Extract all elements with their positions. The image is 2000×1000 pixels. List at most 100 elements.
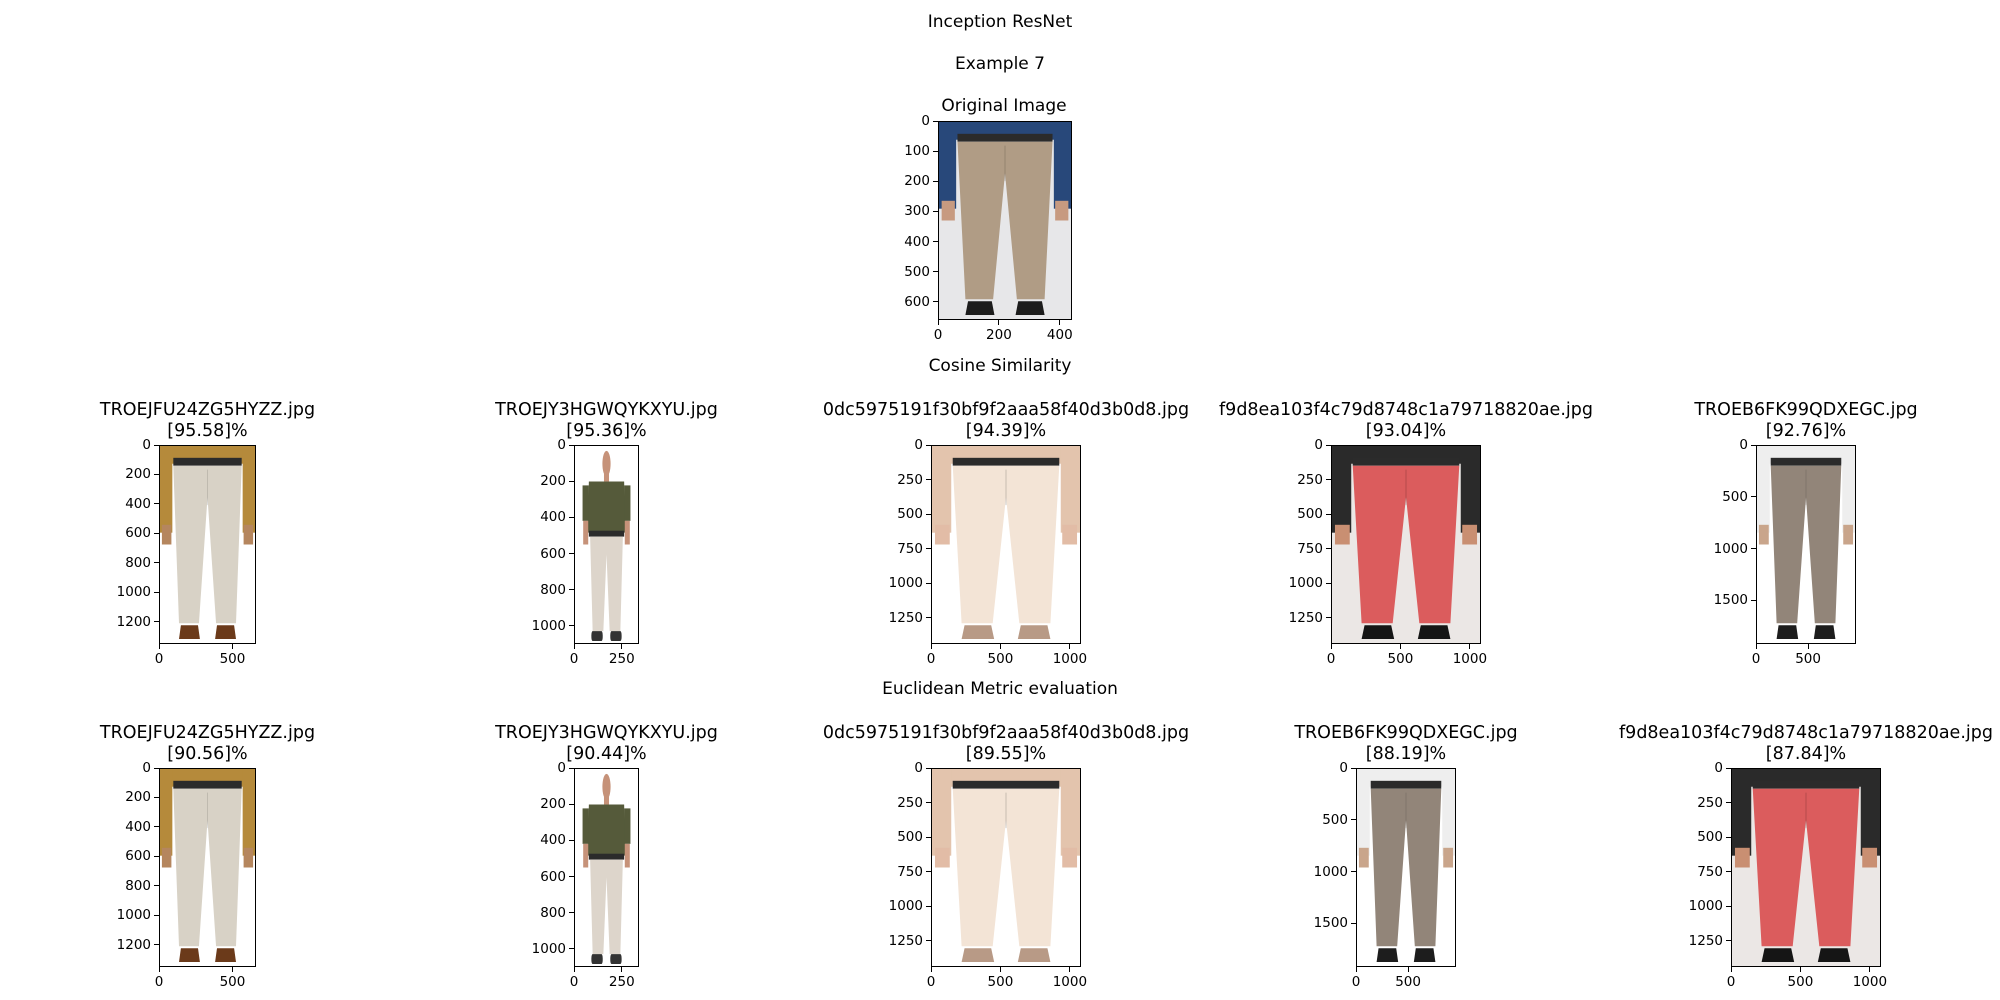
x-tick-label: 500 [219, 651, 246, 667]
y-tick-label: 250 [1697, 794, 1723, 811]
y-tick [569, 876, 574, 878]
y-tick-label: 0 [914, 760, 923, 776]
x-tick-label: 400 [1046, 327, 1073, 343]
y-tick-label: 400 [125, 495, 151, 512]
panel-score: [95.36]% [566, 421, 647, 441]
product-photo [1332, 446, 1480, 643]
x-tick [1755, 644, 1757, 649]
y-tick-label: 0 [142, 760, 151, 776]
panel-title: f9d8ea103f4c79d8748c1a79718820ae.jpg [93.… [1219, 400, 1593, 442]
x-tick-label: 1000 [1052, 974, 1088, 990]
x-tick-label: 1000 [1452, 651, 1488, 667]
y-tick [1726, 767, 1731, 769]
image-axes-cosine-3 [931, 445, 1081, 644]
y-tick [569, 444, 574, 446]
panel-filename: TROEB6FK99QDXEGC.jpg [1694, 400, 1918, 420]
y-tick-label: 600 [904, 293, 930, 310]
x-tick-label: 0 [154, 974, 164, 990]
x-tick [1869, 967, 1871, 972]
y-tick [933, 241, 938, 243]
x-tick-label: 0 [1726, 974, 1736, 990]
y-tick [154, 621, 159, 623]
panel-score: [88.19]% [1365, 744, 1447, 764]
x-tick [573, 644, 575, 649]
y-tick-label: 1500 [1713, 592, 1748, 609]
y-tick [154, 914, 159, 916]
y-tick-label: 400 [125, 818, 151, 835]
panel-filename: 0dc5975191f30bf9f2aaa58f40d3b0d8.jpg [822, 400, 1190, 420]
y-tick-label: 500 [1722, 488, 1748, 505]
y-tick [926, 905, 931, 907]
x-tick-label: 0 [1751, 651, 1761, 667]
y-tick [1751, 496, 1756, 498]
y-tick [926, 836, 931, 838]
x-tick [1407, 967, 1409, 972]
y-tick [154, 855, 159, 857]
x-tick [1799, 967, 1801, 972]
y-tick [569, 948, 574, 950]
product-photo [1357, 769, 1455, 966]
y-tick-label: 100 [904, 143, 930, 160]
y-tick [1351, 819, 1356, 821]
x-tick [1730, 967, 1732, 972]
image-axes-cosine-2 [574, 445, 639, 644]
x-tick-label: 500 [1395, 974, 1421, 990]
y-tick-label: 1000 [1288, 575, 1323, 592]
product-photo [1732, 769, 1880, 966]
cosine-similarity-heading: Cosine Similarity [928, 356, 1072, 376]
x-tick [937, 320, 939, 325]
product-photo [932, 769, 1080, 966]
y-tick [926, 548, 931, 550]
y-tick-label: 250 [897, 794, 923, 811]
x-tick-label: 250 [608, 651, 635, 667]
x-tick-label: 500 [1787, 974, 1814, 990]
y-tick-label: 500 [1697, 829, 1723, 846]
x-tick [1069, 644, 1071, 649]
panel-score: [92.76]% [1765, 421, 1847, 441]
y-tick [569, 516, 574, 518]
y-tick [569, 912, 574, 914]
y-tick-label: 1200 [116, 613, 151, 630]
y-tick [1726, 905, 1731, 907]
y-tick-label: 1500 [1313, 915, 1348, 932]
image-axes-cosine-5 [1756, 445, 1856, 644]
product-photo [1757, 446, 1855, 643]
x-tick-label: 0 [1351, 974, 1361, 990]
y-tick-label: 600 [540, 868, 566, 885]
y-tick-label: 400 [904, 233, 930, 250]
y-tick-label: 200 [904, 173, 930, 190]
panel-title: TROEJFU24ZG5HYZZ.jpg [95.58]% [100, 400, 315, 442]
y-tick-label: 600 [540, 545, 566, 562]
y-tick [569, 767, 574, 769]
y-tick-label: 500 [1322, 811, 1348, 828]
panel-title: 0dc5975191f30bf9f2aaa58f40d3b0d8.jpg [94.… [823, 400, 1189, 442]
y-tick [1326, 548, 1331, 550]
panel-title: f9d8ea103f4c79d8748c1a79718820ae.jpg [87.… [1619, 723, 1993, 765]
y-tick [1726, 871, 1731, 873]
x-tick [1059, 320, 1061, 325]
y-tick [933, 180, 938, 182]
panel-score: [90.56]% [167, 744, 248, 764]
y-tick [933, 271, 938, 273]
x-tick [621, 644, 623, 649]
x-tick-label: 500 [1795, 651, 1821, 667]
panel-filename: TROEJFU24ZG5HYZZ.jpg [99, 400, 316, 420]
x-tick-label: 500 [987, 651, 1014, 667]
y-tick-label: 1000 [116, 584, 151, 601]
y-tick-label: 500 [904, 263, 930, 280]
y-tick-label: 1000 [888, 898, 923, 915]
panel-score: [93.04]% [1365, 421, 1447, 441]
y-tick [569, 553, 574, 555]
x-tick-label: 500 [987, 974, 1014, 990]
y-tick [1326, 479, 1331, 481]
y-tick [1726, 940, 1731, 942]
x-tick-label: 500 [1387, 651, 1414, 667]
y-tick [1726, 802, 1731, 804]
y-tick [1326, 513, 1331, 515]
y-tick [926, 802, 931, 804]
x-tick [1469, 644, 1471, 649]
panel-title: TROEJFU24ZG5HYZZ.jpg [90.56]% [100, 723, 315, 765]
y-tick-label: 1000 [1688, 898, 1723, 915]
y-tick-label: 250 [897, 471, 923, 488]
x-tick-label: 0 [154, 651, 164, 667]
